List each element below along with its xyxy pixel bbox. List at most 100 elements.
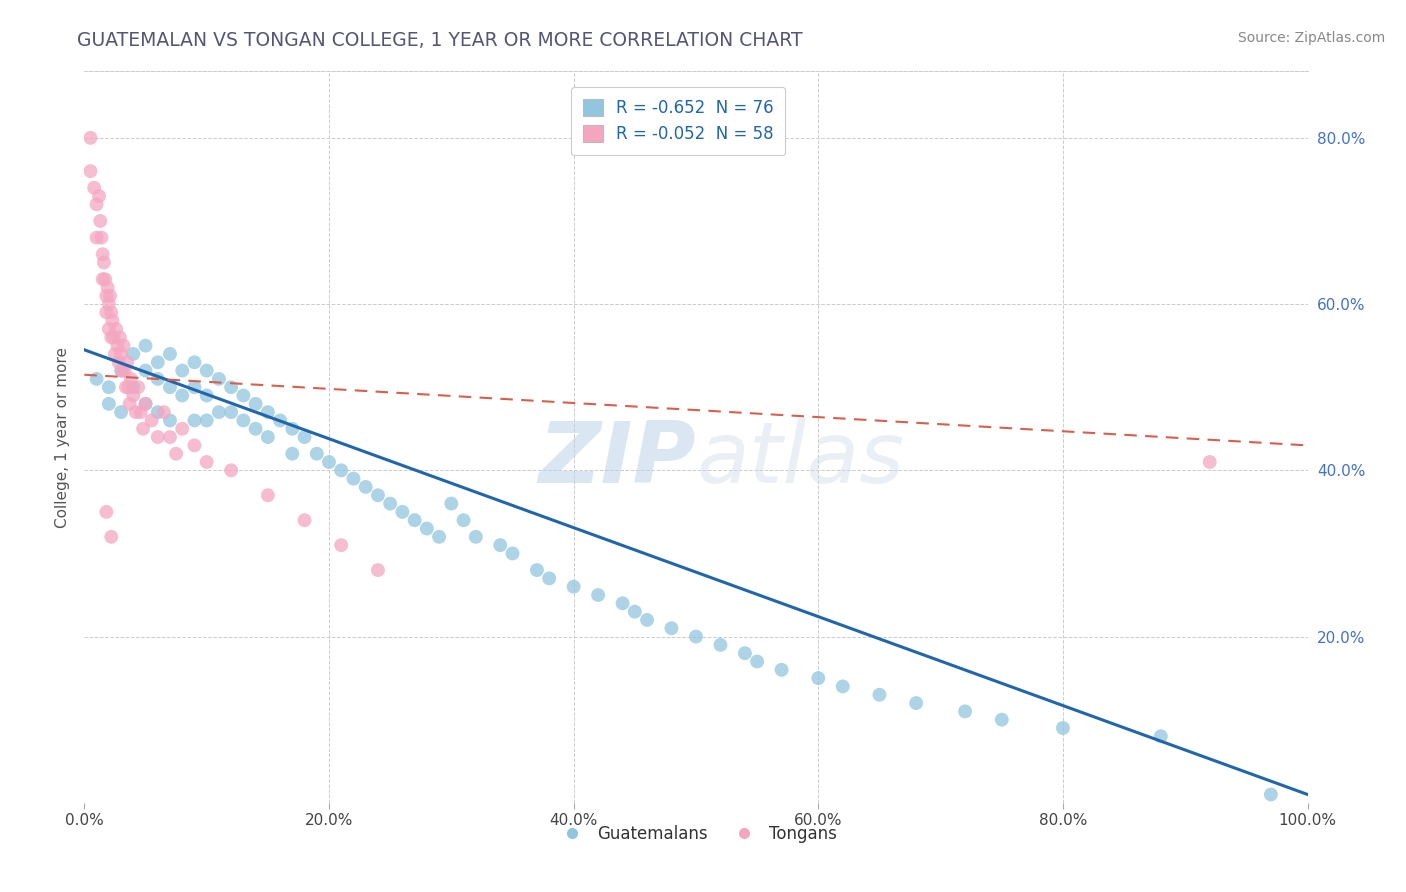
Point <box>111 363 134 377</box>
Point <box>354 480 377 494</box>
Point <box>135 338 157 352</box>
Point <box>905 696 928 710</box>
Point <box>380 497 402 511</box>
Text: ZIP: ZIP <box>538 417 696 500</box>
Point <box>219 463 242 477</box>
Point <box>991 713 1014 727</box>
Point <box>1198 455 1220 469</box>
Point <box>1260 788 1282 802</box>
Point <box>122 347 145 361</box>
Point <box>219 380 242 394</box>
Point <box>636 613 658 627</box>
Point <box>685 630 707 644</box>
Point <box>404 513 426 527</box>
Point <box>183 355 205 369</box>
Point <box>112 338 135 352</box>
Point <box>146 355 169 369</box>
Point <box>502 546 524 560</box>
Point <box>79 131 101 145</box>
Point <box>135 397 157 411</box>
Point <box>120 372 142 386</box>
Point <box>367 563 389 577</box>
Point <box>562 580 585 594</box>
Point <box>318 455 340 469</box>
Point <box>96 289 118 303</box>
Point <box>159 347 181 361</box>
Point <box>97 280 120 294</box>
Point <box>115 355 138 369</box>
Point <box>1052 721 1074 735</box>
Point <box>94 272 117 286</box>
Point <box>91 247 114 261</box>
Point <box>195 413 218 427</box>
Point <box>183 438 205 452</box>
Point <box>489 538 512 552</box>
Point <box>107 355 129 369</box>
Point <box>709 638 731 652</box>
Point <box>114 363 136 377</box>
Point <box>122 380 145 394</box>
Point <box>257 488 280 502</box>
Point <box>661 621 683 635</box>
Text: GUATEMALAN VS TONGAN COLLEGE, 1 YEAR OR MORE CORRELATION CHART: GUATEMALAN VS TONGAN COLLEGE, 1 YEAR OR … <box>77 31 803 50</box>
Point <box>86 197 108 211</box>
Text: Source: ZipAtlas.com: Source: ZipAtlas.com <box>1237 31 1385 45</box>
Point <box>526 563 548 577</box>
Point <box>1150 729 1173 743</box>
Point <box>183 380 205 394</box>
Point <box>159 380 181 394</box>
Point <box>96 305 118 319</box>
Point <box>294 430 316 444</box>
Point <box>105 322 128 336</box>
Point <box>86 372 108 386</box>
Point <box>807 671 830 685</box>
Point <box>146 430 169 444</box>
Point <box>117 380 139 394</box>
Point <box>391 505 413 519</box>
Point <box>245 422 267 436</box>
Point <box>770 663 793 677</box>
Legend: Guatemalans, Tongans: Guatemalans, Tongans <box>548 818 844 849</box>
Point <box>86 230 108 244</box>
Point <box>305 447 328 461</box>
Point <box>257 430 280 444</box>
Point <box>97 380 120 394</box>
Point <box>195 455 218 469</box>
Point <box>734 646 756 660</box>
Point <box>427 530 450 544</box>
Point <box>165 447 187 461</box>
Point <box>103 330 125 344</box>
Point <box>159 430 181 444</box>
Point <box>146 372 169 386</box>
Point <box>108 330 131 344</box>
Point <box>115 380 138 394</box>
Point <box>440 497 463 511</box>
Point <box>93 255 115 269</box>
Point <box>172 422 194 436</box>
Point <box>100 305 122 319</box>
Point <box>453 513 475 527</box>
Point <box>538 571 561 585</box>
Point <box>831 680 853 694</box>
Point <box>125 405 148 419</box>
Point <box>146 405 169 419</box>
Point <box>135 363 157 377</box>
Point <box>232 388 254 402</box>
Point <box>90 230 112 244</box>
Point <box>330 463 353 477</box>
Point <box>132 422 155 436</box>
Point <box>97 322 120 336</box>
Point <box>257 405 280 419</box>
Point <box>127 380 149 394</box>
Point <box>110 347 132 361</box>
Point <box>105 338 128 352</box>
Point <box>281 422 304 436</box>
Point <box>135 397 157 411</box>
Point <box>153 405 176 419</box>
Point <box>219 405 242 419</box>
Y-axis label: College, 1 year or more: College, 1 year or more <box>55 347 70 527</box>
Point <box>83 180 105 194</box>
Point <box>464 530 486 544</box>
Point <box>183 413 205 427</box>
Point <box>100 330 122 344</box>
